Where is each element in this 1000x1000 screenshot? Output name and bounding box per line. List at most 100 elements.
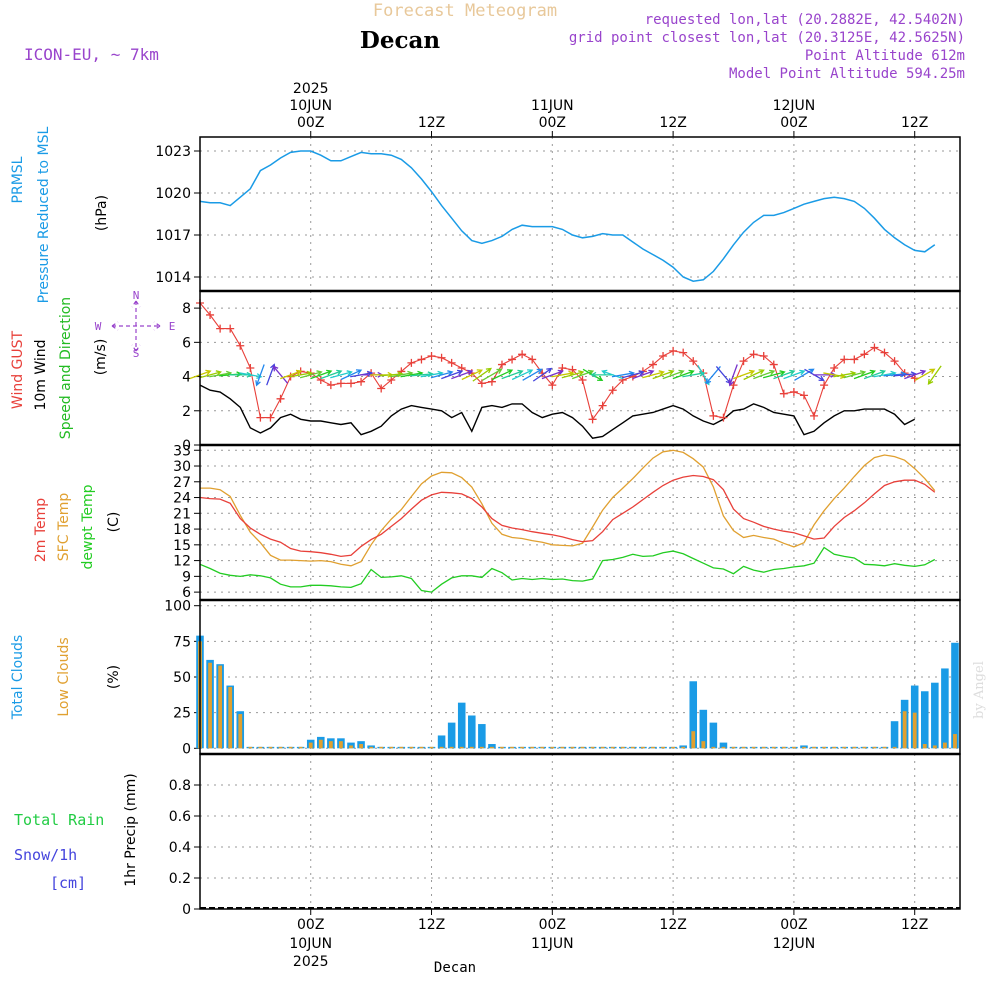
low-clouds-bar (661, 746, 665, 749)
gust-point-marker (437, 353, 446, 362)
wind-direction-arrow-icon (794, 368, 815, 381)
gust-point-marker (528, 355, 537, 364)
clouds-unit: (%) (106, 665, 122, 689)
location-title: Decan (360, 27, 440, 54)
total-clouds-label: Total Clouds (10, 635, 26, 720)
gust-point-marker (769, 360, 778, 369)
gust-point-marker (266, 413, 275, 422)
low-clouds-bar (721, 746, 726, 749)
low-clouds-bar (570, 746, 575, 749)
wind-direction-arrow-icon (662, 369, 685, 380)
total-clouds-bar (488, 744, 496, 749)
gust-point-marker (669, 346, 678, 355)
low-clouds-bar (731, 746, 736, 749)
y-tick-label: 25 (173, 706, 191, 722)
gust-point-marker (316, 375, 325, 384)
gust-point-marker (840, 355, 849, 364)
compass-e: E (169, 320, 176, 333)
low-clouds-bar (449, 746, 454, 749)
y-tick-label: 33 (173, 443, 191, 459)
low-clouds-bar (641, 746, 645, 749)
wind-gust-series-line (199, 302, 915, 421)
model-name: ICON-EU, ~ 7km (24, 45, 159, 64)
low-clouds-bar (912, 712, 917, 749)
gust-point-marker (679, 348, 688, 357)
bottom-time-label: 12Z (901, 917, 928, 933)
snow-label: Snow/1h (14, 846, 77, 864)
plot-area: 1014101710201023024686912151821242730330… (155, 81, 961, 970)
wind-direction-arrow-icon (430, 370, 454, 379)
y-tick-label: 21 (173, 506, 191, 522)
bottom-time-label: 12Z (659, 917, 686, 933)
wind-direction-arrow-icon (561, 370, 585, 379)
gust-point-marker (427, 352, 436, 361)
y-tick-label: 1023 (155, 144, 191, 160)
dewpt-label: dewpt Temp (80, 484, 96, 569)
gust-point-marker (880, 348, 889, 357)
low-clouds-bar (630, 746, 635, 749)
total-clouds-bar (468, 715, 476, 749)
wind-direction-arrow-icon (843, 370, 867, 379)
wind-direction-arrow-icon (914, 368, 936, 381)
low-clouds-bar (288, 746, 293, 749)
gust-point-marker (820, 381, 829, 390)
y-tick-label: 50 (173, 670, 191, 686)
rain-label: Total Rain (14, 811, 104, 829)
gust-point-marker (759, 352, 768, 361)
low-clouds-bar (872, 746, 877, 749)
wind-direction-arrow-icon (642, 370, 665, 379)
compass-s: S (133, 347, 140, 360)
low-clouds-bar (520, 746, 525, 749)
gust-point-marker (608, 386, 617, 395)
bottom-time-label: 11JUN (531, 936, 574, 952)
low-clouds-bar (590, 746, 595, 749)
low-clouds-bar (550, 746, 555, 749)
bottom-time-label: 00Z (539, 917, 566, 933)
low-clouds-bar (681, 746, 686, 749)
total-clouds-bar (437, 735, 446, 749)
temp-unit: (C) (106, 512, 122, 533)
gust-point-marker (518, 350, 527, 359)
y-tick-label: 15 (173, 538, 191, 554)
wind-direction-arrow-icon (472, 367, 492, 382)
watermark: by Angel (972, 661, 987, 719)
low-clouds-bar (761, 746, 766, 749)
total-clouds-bar (689, 681, 698, 749)
y-tick-label: 9 (182, 569, 191, 585)
compass-n: N (133, 289, 140, 302)
total-clouds-bar (719, 742, 728, 749)
low-clouds-bar (832, 746, 837, 749)
gust-point-marker (709, 411, 718, 420)
top-time-label: 12Z (418, 115, 445, 131)
low-clouds-bar (943, 742, 947, 749)
wind-direction-arrow-icon (501, 369, 524, 380)
top-time-label: 12Z (659, 115, 686, 131)
gust-point-marker (870, 343, 879, 352)
pressure-label: Pressure Reduced to MSL (36, 126, 52, 303)
low-clouds-bar (208, 662, 212, 749)
wind-direction-arrow-icon (904, 369, 927, 380)
low-clouds-bar (701, 741, 706, 749)
total-clouds-bar (457, 702, 466, 749)
bottom-time-label: 2025 (293, 954, 329, 970)
low-clouds-bar (882, 746, 887, 749)
low-clouds-bar (328, 741, 333, 749)
y-tick-label: 18 (173, 522, 191, 538)
low-clouds-bar (610, 746, 615, 749)
sfc-label: SFC Temp (56, 493, 72, 562)
low-clouds-bar (409, 746, 414, 749)
top-time-label: 10JUN (289, 98, 332, 114)
y-tick-label: 75 (173, 634, 191, 650)
gust-point-marker (548, 381, 557, 390)
low-clouds-bar (781, 746, 786, 749)
wind-direction-arrow-icon (532, 367, 553, 382)
gust-point-marker (477, 379, 486, 388)
low-clouds-bar (932, 745, 937, 749)
low-clouds-bar (792, 746, 796, 749)
y-tick-label: 6 (182, 585, 191, 601)
y-tick-label: 0.6 (169, 809, 191, 825)
low-clouds-bar (812, 746, 816, 749)
wind-label: 10m Wind (33, 339, 49, 410)
gust-point-marker (216, 324, 225, 333)
wind-direction-arrow-icon (715, 366, 732, 385)
